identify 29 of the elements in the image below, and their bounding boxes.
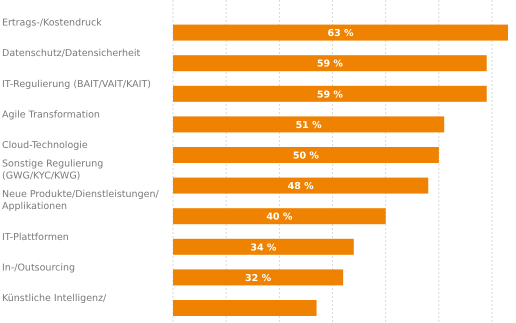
y-tick-label: Agile Transformation: [2, 109, 100, 120]
y-tick-label: Sonstige Regulierung (GWG/KYC/KWG): [2, 158, 104, 182]
bar: [173, 116, 444, 132]
data-label: 48 %: [288, 181, 314, 192]
bar: [173, 55, 487, 72]
y-tick-label: Datenschutz/Datensicherheit: [2, 48, 141, 60]
y-tick-label: Cloud-Technologie: [2, 140, 88, 151]
data-label: 50 %: [292, 150, 320, 162]
y-tick-label: IT-Plattformen: [2, 232, 69, 243]
data-label: 59 %: [316, 58, 344, 70]
data-label: 63 %: [327, 28, 354, 40]
data-label: 59 %: [316, 89, 344, 100]
y-tick-label: Neue Produkte/Dienstleistungen/ Applikationen: [2, 189, 160, 212]
bar: [173, 238, 354, 255]
y-tick-label: In-/Outsourcing: [2, 262, 76, 274]
data-label: 51 %: [296, 120, 322, 131]
data-label: 40 %: [266, 212, 293, 223]
bar: [173, 178, 428, 194]
bar: [173, 208, 386, 224]
bar: [173, 86, 487, 102]
data-label: 32 %: [245, 272, 272, 284]
y-tick-label: Künstliche Intelligenz/: [2, 293, 108, 304]
bar: [173, 269, 344, 286]
data-label: 34 %: [250, 242, 277, 254]
bar: [173, 24, 508, 41]
y-tick-label: IT-Regulierung (BAIT/VAIT/KAIT): [2, 78, 151, 90]
bar: [173, 147, 439, 163]
bar: [173, 300, 317, 316]
y-tick-label: Ertrags-/Kostendruck: [2, 18, 102, 29]
